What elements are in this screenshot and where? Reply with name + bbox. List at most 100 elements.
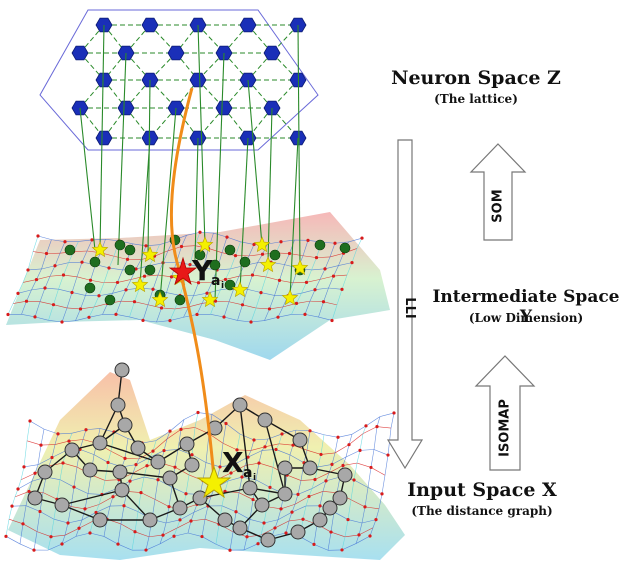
mesh-x-line [117, 523, 122, 545]
mesh-x-line [317, 454, 322, 468]
distance-graph-node [82, 462, 98, 478]
mesh-x-line [215, 543, 231, 551]
mesh-x-line [23, 440, 28, 467]
mesh-x-line [350, 479, 355, 500]
mesh-x-dot [218, 465, 222, 469]
mesh-y-line [247, 288, 262, 293]
mesh-y-line [291, 303, 297, 315]
mesh-x-line [50, 519, 55, 537]
lattice-link [79, 107, 96, 251]
mesh-y-line [157, 274, 172, 278]
mesh-y-line [336, 289, 343, 305]
mesh-x-dot [72, 485, 76, 489]
mesh-x-dot [380, 492, 384, 496]
mesh-x-line [350, 499, 366, 508]
mesh-y-dot [115, 280, 120, 285]
mesh-x-line [99, 428, 115, 433]
mesh-x-line [375, 508, 380, 520]
mesh-x-line [67, 519, 83, 524]
mesh-x-line [341, 536, 346, 550]
mesh-x-dot [84, 428, 88, 432]
input-space-subtitle: (The distance graph) [411, 504, 553, 518]
mesh-x-line [81, 508, 86, 521]
mesh-y-dot [323, 267, 327, 271]
distance-graph-node [162, 470, 178, 486]
mesh-x-line [23, 464, 39, 468]
mesh-x-line [61, 536, 77, 545]
lattice-edge [175, 24, 199, 54]
mesh-x-dot [375, 425, 379, 429]
mesh-x-line [26, 420, 31, 441]
input-surface [4, 372, 405, 560]
mesh-y-line [324, 256, 331, 269]
som-arrow-label: SOM [491, 189, 506, 222]
mesh-x-line [327, 532, 332, 551]
mesh-y-dot [43, 286, 47, 290]
intermediate-yellow-star [231, 281, 249, 298]
mesh-y-line [17, 289, 32, 294]
distance-graph-node [179, 436, 195, 452]
mesh-x-line [353, 463, 358, 481]
mesh-x-line [22, 523, 38, 532]
mesh-y-line [59, 241, 66, 254]
distance-graph-node [117, 417, 133, 433]
mesh-x-line [266, 506, 282, 510]
distance-graph-node [110, 397, 126, 413]
mesh-x-line [104, 479, 120, 481]
mesh-y-dot [44, 251, 49, 256]
mesh-x-line [145, 536, 150, 551]
mesh-x-line [277, 511, 293, 521]
mesh-x-line [308, 491, 324, 497]
mesh-x-dot [229, 471, 233, 475]
mesh-x-line [62, 462, 78, 468]
point-x-subscript: a [243, 465, 252, 481]
mesh-y-line [318, 301, 324, 318]
mesh-x-line [152, 438, 168, 452]
mesh-y-line [348, 237, 363, 243]
mesh-x-line [247, 450, 263, 458]
mesh-y-line [120, 300, 135, 303]
mesh-y-line [41, 253, 47, 270]
mesh-x-line [154, 499, 170, 507]
mesh-x-line [163, 438, 168, 451]
lattice-edge [223, 79, 249, 109]
mesh-x-line [342, 462, 358, 466]
mesh-x-line [269, 467, 274, 488]
mesh-y-line [31, 287, 46, 291]
mesh-y-dot [330, 318, 334, 323]
mesh-y-dot [259, 290, 263, 295]
mesh-x-line [319, 491, 324, 506]
intermediate-green-node [224, 244, 236, 256]
mesh-x-line [320, 434, 325, 455]
mesh-x-dot [67, 439, 71, 443]
mesh-x-line [120, 523, 136, 533]
mesh-x-dot [324, 479, 328, 483]
intermediate-yellow-star [253, 236, 271, 253]
mesh-y-dot [16, 291, 20, 295]
mesh-y-line [242, 289, 248, 305]
mesh-x-line [39, 511, 55, 520]
mesh-x-line [281, 429, 297, 435]
lattice-node [263, 45, 281, 61]
mesh-y-dot [78, 307, 83, 311]
mesh-y-dot [276, 315, 280, 319]
distance-graph-edge [99, 442, 159, 463]
lattice-link [247, 79, 263, 246]
mesh-y-dot [333, 241, 337, 245]
mesh-x-line [331, 456, 347, 465]
mesh-y-line [181, 245, 196, 247]
intermediate-yellow-star [291, 259, 309, 276]
mesh-x-line [5, 519, 10, 537]
distance-graph-node [254, 497, 270, 513]
mesh-x-dot [50, 455, 54, 460]
mesh-x-line [288, 518, 304, 522]
mesh-x-line [37, 445, 42, 465]
mesh-y-line [314, 287, 329, 291]
mesh-x-line [356, 450, 361, 464]
mesh-y-dot [252, 242, 256, 247]
mesh-x-line [64, 522, 69, 536]
mesh-x-dot [38, 509, 42, 514]
mesh-y-line [112, 289, 127, 294]
intermediate-green-node [194, 249, 206, 261]
mesh-x-line [243, 543, 259, 551]
